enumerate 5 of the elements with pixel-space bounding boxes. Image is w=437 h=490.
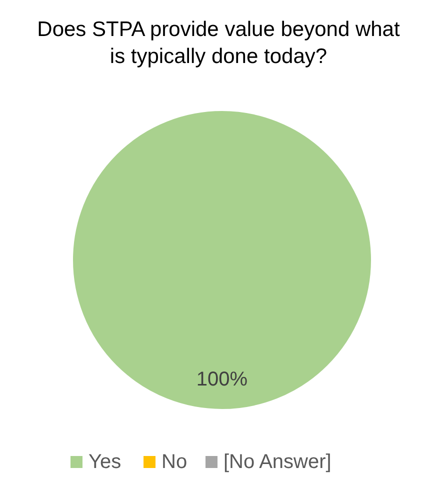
legend-label: No (162, 451, 188, 473)
data-label: 100% (196, 368, 248, 390)
chart-title: Does STPA provide value beyond what is typically done today? (37, 18, 400, 68)
legend-label: Yes (88, 451, 122, 473)
legend-label: [No Answer] (224, 451, 332, 473)
